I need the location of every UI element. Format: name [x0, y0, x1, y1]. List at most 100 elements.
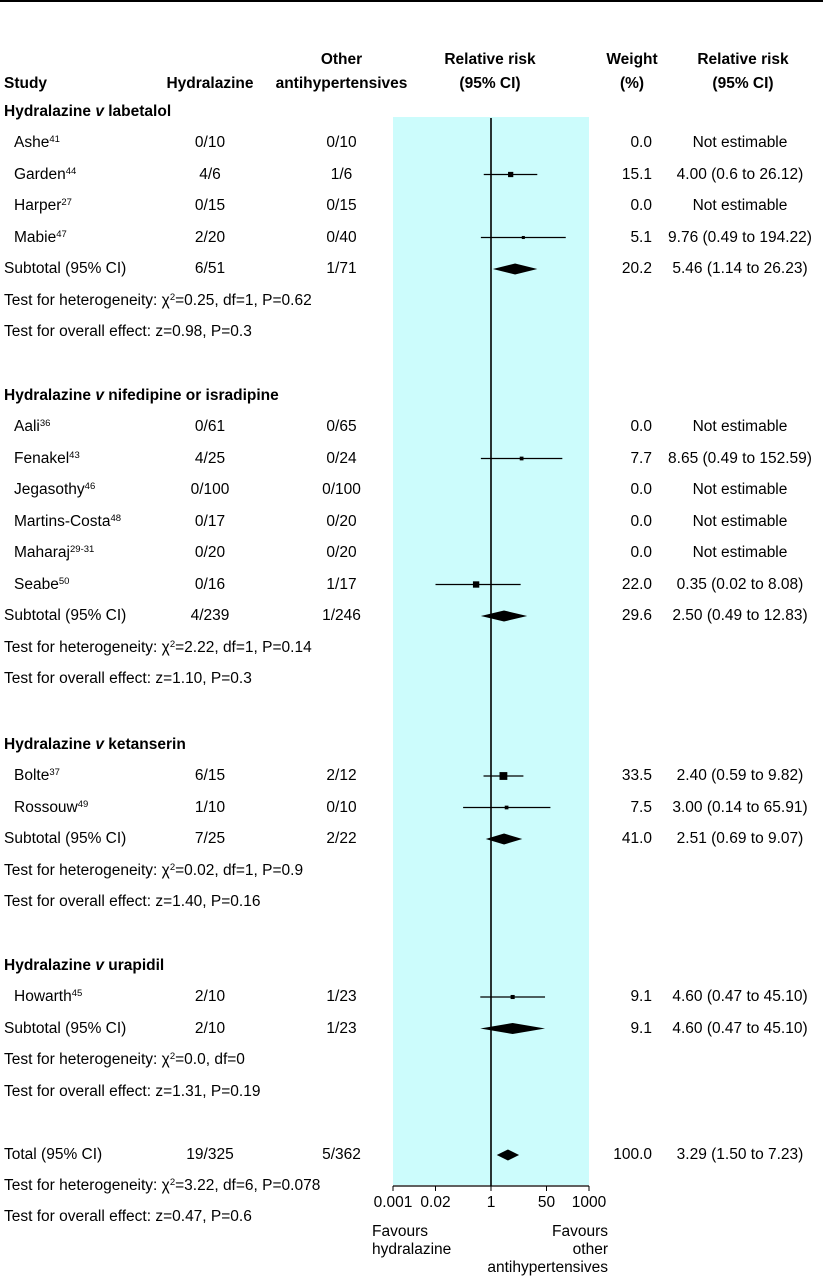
x-tick-label: 1000 — [571, 1194, 607, 1211]
other-events: 2/22 — [326, 830, 357, 847]
hydralazine-events: 0/17 — [194, 512, 226, 530]
relative-risk-value: 0.35 (0.02 to 8.08) — [676, 575, 804, 593]
hydralazine-events: 6/51 — [194, 260, 226, 277]
heterogeneity-prefix: Test for heterogeneity: — [4, 1051, 162, 1068]
heterogeneity-test: Test for heterogeneity: χ2=2.22, df=1, P… — [4, 636, 312, 660]
study-row: Maharaj29-31 0/20 0/20 0.0 Not estimable — [0, 541, 823, 565]
heterogeneity-prefix: Test for heterogeneity: — [4, 638, 162, 656]
group-title-b: urapidil — [103, 957, 165, 974]
reference-number: 49 — [77, 798, 89, 810]
study-row: Martins-Costa48 0/17 0/20 0.0 Not estimable — [0, 510, 823, 534]
weight-value: 0.0 — [630, 134, 652, 151]
study-label: Subtotal (95% CI) — [4, 830, 127, 847]
overall-effect-row-text: Test for overall effect: z=1.10, P=0.3 — [4, 670, 252, 687]
hydralazine-events: 7/25 — [194, 830, 226, 847]
study-label: Jegasothy — [14, 481, 85, 498]
subtotal-2-diamond — [485, 833, 523, 845]
header-rr-plot-line2: (95% CI) — [459, 75, 521, 92]
favours-right-line1: Favours — [552, 1223, 608, 1240]
group-title: Hydralazine v urapidil — [4, 954, 164, 978]
study-label: Total (95% CI) — [4, 1146, 103, 1163]
favours-right-label: Favours other antihypertensives — [470, 1223, 608, 1277]
subtotal-row: Subtotal (95% CI) 2/10 1/23 9.1 4.60 (0.47 t… — [0, 1017, 823, 1041]
hydralazine-events: 0/15 — [194, 197, 226, 214]
other-events: 1/246 — [322, 607, 361, 624]
favours-left-line2: hydralazine — [372, 1241, 452, 1258]
heterogeneity-test: Test for heterogeneity: χ2=0.02, df=1, P… — [4, 859, 303, 883]
study-label: Subtotal (95% CI) — [4, 607, 127, 624]
study-row: Harper27 0/15 0/15 0.0 Not estimable — [0, 194, 823, 218]
overall-effect-row: Test for overall effect: z=1.31, P=0.19 — [0, 1080, 823, 1104]
study-2-1-point — [504, 805, 509, 810]
study-name: Ashe41 — [14, 131, 60, 155]
hydralazine-events: 4/239 — [190, 607, 230, 624]
reference-number: 41 — [49, 134, 60, 145]
study-label: Mabie — [14, 228, 57, 246]
study-row: Mabie47 2/20 0/40 5.1 9.76 (0.49 to 194.22) — [0, 226, 823, 250]
reference-number: 46 — [84, 481, 96, 492]
weight-value: 5.1 — [630, 228, 652, 246]
study-name: Aali36 — [14, 415, 50, 439]
group-title-a: Hydralazine — [4, 387, 96, 404]
other-events: 0/40 — [326, 228, 357, 246]
study-0-1-point — [508, 171, 514, 178]
study-name: Mabie47 — [14, 226, 67, 250]
reference-number: 47 — [56, 228, 67, 240]
relative-risk-value: Not estimable — [692, 544, 788, 561]
relative-risk-value: 4.60 (0.47 to 45.10) — [672, 988, 808, 1005]
other-events: 5/362 — [322, 1146, 361, 1163]
study-name: Harper27 — [14, 194, 72, 218]
heterogeneity-prefix: Test for heterogeneity: — [4, 861, 162, 879]
weight-value: 20.2 — [621, 260, 652, 277]
study-label: Rossouw — [14, 798, 78, 816]
other-events: 1/17 — [326, 575, 357, 593]
total-diamond — [496, 1149, 520, 1161]
study-row: Seabe50 0/16 1/17 22.0 0.35 (0.02 to 8.08) — [0, 573, 823, 597]
reference-number: 29-31 — [70, 544, 95, 555]
hydralazine-events: 0/100 — [190, 481, 230, 498]
subtotal-3-diamond — [480, 1023, 546, 1034]
hydralazine-events: 4/6 — [199, 165, 221, 183]
study-row: Howarth45 2/10 1/23 9.1 4.60 (0.47 to 45.10) — [0, 985, 823, 1009]
chi-symbol: χ — [161, 1051, 170, 1068]
x-tick-label: 0.001 — [373, 1194, 413, 1211]
header-other-line2: antihypertensives — [275, 75, 408, 92]
overall-effect-row: Test for overall effect: z=1.40, P=0.16 — [0, 890, 823, 914]
heterogeneity-prefix: Test for heterogeneity: — [4, 1177, 162, 1194]
study-row: Aali36 0/61 0/65 0.0 Not estimable — [0, 415, 823, 439]
overall-effect-row-text: Test for overall effect: z=1.31, P=0.19 — [4, 1082, 261, 1100]
other-events: 1/23 — [326, 988, 357, 1005]
study-row: Bolte37 6/15 2/12 33.5 2.40 (0.59 to 9.82) — [0, 764, 823, 788]
heterogeneity-test: Test for heterogeneity: χ2=3.22, df=6, P… — [4, 1174, 320, 1198]
heterogeneity-row: Test for heterogeneity: χ2=0.25, df=1, P… — [0, 289, 823, 313]
weight-value: 7.5 — [630, 798, 652, 816]
chi-exponent: 2 — [169, 291, 176, 303]
study-name: Fenakel43 — [14, 447, 80, 471]
heterogeneity-row: Test for heterogeneity: χ2=0.02, df=1, P… — [0, 859, 823, 883]
hydralazine-events: 0/61 — [194, 418, 226, 435]
header-rr-plot-line1: Relative risk — [444, 51, 536, 68]
total-row: Total (95% CI) 19/325 5/362 100.0 3.29 (1.50… — [0, 1143, 823, 1167]
other-events: 0/10 — [326, 798, 357, 816]
relative-risk-value: Not estimable — [692, 418, 788, 435]
study-1-1-point — [519, 456, 524, 461]
study-label: Garden — [14, 165, 66, 183]
chi-symbol: χ — [161, 291, 170, 309]
other-events: 1/23 — [326, 1019, 357, 1037]
hydralazine-events: 2/10 — [194, 1019, 226, 1037]
favours-right-line2: other — [572, 1241, 608, 1258]
reference-number: 43 — [69, 449, 80, 461]
study-label: Ashe — [14, 134, 50, 151]
hydralazine-events: 19/325 — [186, 1146, 234, 1163]
relative-risk-value: Not estimable — [692, 134, 788, 151]
group-title-v: v — [95, 103, 104, 120]
study-name: Garden44 — [14, 163, 76, 187]
group-title-v: v — [95, 736, 104, 753]
study-row: Ashe41 0/10 0/10 0.0 Not estimable — [0, 131, 823, 155]
reference-number: 44 — [65, 165, 77, 177]
favours-left-line1: Favours — [372, 1223, 428, 1240]
study-name: Seabe50 — [14, 573, 69, 597]
study-name: Howarth45 — [14, 985, 82, 1009]
heterogeneity-test: Test for heterogeneity: χ2=0.0, df=0 — [4, 1048, 245, 1072]
group-title-a: Hydralazine — [4, 957, 96, 974]
